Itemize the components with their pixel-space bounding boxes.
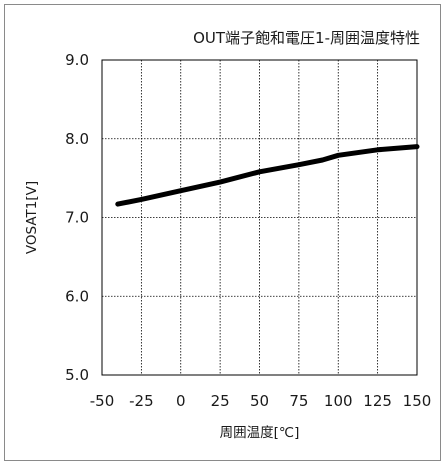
x-tick-label: 100 — [324, 392, 353, 410]
chart-title: OUT端子飽和電圧1-周囲温度特性 — [193, 29, 420, 47]
y-tick-labels: 5.0 6.0 7.0 8.0 9.0 — [65, 51, 89, 384]
x-tick-label: 25 — [211, 392, 230, 410]
series-group — [115, 144, 420, 207]
series-line — [115, 144, 420, 207]
y-axis-label: VOSAT1[V] — [24, 181, 40, 254]
x-tick-label: 50 — [250, 392, 269, 410]
x-tick-label: 150 — [403, 392, 432, 410]
y-tick-label: 8.0 — [65, 130, 89, 148]
x-tick-label: -50 — [90, 392, 115, 410]
y-tick-label: 5.0 — [65, 366, 89, 384]
y-tick-label: 9.0 — [65, 51, 89, 69]
x-tick-label: 75 — [289, 392, 308, 410]
x-tick-label: 125 — [363, 392, 392, 410]
chart-svg: OUT端子飽和電圧1-周囲温度特性 -50 -25 0 25 50 75 100 125 150… — [24, 29, 432, 441]
x-tick-labels: -50 -25 0 25 50 75 100 125 150 — [90, 392, 432, 410]
y-tick-label: 7.0 — [65, 209, 89, 227]
chart-frame: OUT端子飽和電圧1-周囲温度特性 -50 -25 0 25 50 75 100 125 150… — [4, 4, 441, 461]
x-axis-label: 周囲温度[℃] — [220, 425, 300, 441]
x-tick-label: -25 — [129, 392, 154, 410]
y-tick-label: 6.0 — [65, 287, 89, 305]
grid-lines — [102, 60, 417, 375]
x-tick-label: 0 — [176, 392, 186, 410]
plot-area — [101, 59, 418, 376]
